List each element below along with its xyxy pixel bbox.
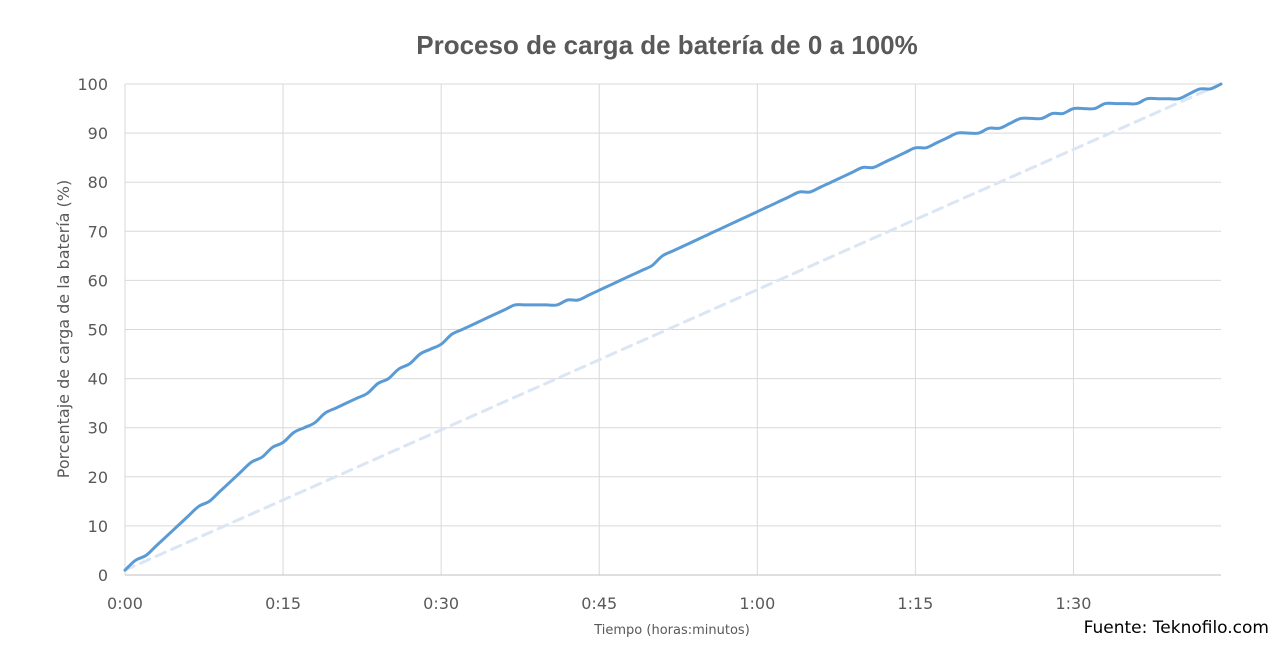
y-tick-label: 100 [77,75,108,94]
x-tick-label: 1:30 [1055,594,1091,613]
y-tick-label: 80 [88,173,108,192]
x-axis-label: Tiempo (horas:minutos) [593,623,750,638]
reference-line [123,82,1223,572]
y-tick-label: 60 [88,271,108,290]
source-credit: Fuente: Teknofilo.com [1083,618,1269,638]
y-tick-label: 50 [88,321,108,340]
series-group [123,82,1223,572]
y-tick-label: 90 [88,124,108,143]
y-tick-label: 10 [88,517,108,536]
y-tick-label: 70 [88,222,108,241]
axes [124,84,1221,576]
y-tick-label: 30 [88,419,108,438]
x-tick-label: 0:00 [107,594,143,613]
charge-curve-line [123,82,1223,572]
y-tick-label: 20 [88,468,108,487]
y-tick-label: 40 [88,370,108,389]
chart-title: Proceso de carga de batería de 0 a 100% [416,30,917,60]
y-tick-label: 0 [98,566,108,585]
y-axis-label: Porcentaje de carga de la batería (%) [54,180,73,478]
x-tick-label: 0:30 [423,594,459,613]
x-tick-label: 0:45 [581,594,617,613]
x-tick-label: 1:00 [739,594,775,613]
tick-labels: 0 10 20 30 40 50 60 70 80 90 100 0:00 0:15 0:30 0:45 1:… [77,75,1091,613]
x-tick-label: 1:15 [897,594,933,613]
x-tick-label: 0:15 [265,594,301,613]
